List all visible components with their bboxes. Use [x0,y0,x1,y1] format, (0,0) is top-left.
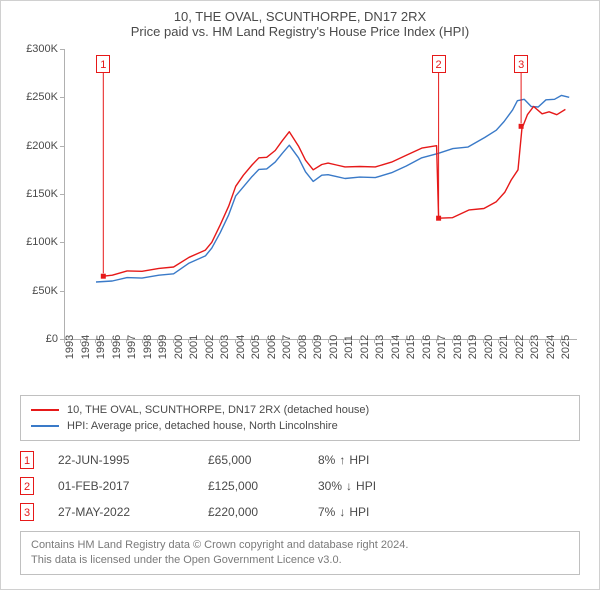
line-series-svg [65,49,577,339]
txn-price: £220,000 [208,505,318,519]
arrow-down-icon: ↓ [339,505,345,519]
footer-attribution: Contains HM Land Registry data © Crown c… [20,531,580,575]
x-tick [514,339,515,343]
txn-pct: 7% [318,505,335,519]
y-axis-label: £100K [18,236,58,248]
legend-item: HPI: Average price, detached house, Nort… [31,418,569,434]
x-tick [545,339,546,343]
legend-swatch [31,409,59,411]
txn-pct: 8% [318,453,335,467]
x-tick [436,339,437,343]
x-tick [359,339,360,343]
y-tick [60,194,64,195]
footer-line: Contains HM Land Registry data © Crown c… [31,538,569,553]
plot-region: 1 2 3 [64,49,577,340]
price-marker-dot [101,274,106,279]
x-tick [390,339,391,343]
x-tick [281,339,282,343]
txn-date: 22-JUN-1995 [58,453,208,467]
transaction-row: 1 22-JUN-1995£65,0008% ↑ HPI [20,447,580,473]
txn-price: £125,000 [208,479,318,493]
x-tick [142,339,143,343]
legend-box: 10, THE OVAL, SCUNTHORPE, DN17 2RX (deta… [20,395,580,441]
legend-label: HPI: Average price, detached house, Nort… [67,420,338,432]
chart-frame: 10, THE OVAL, SCUNTHORPE, DN17 2RX Price… [0,0,600,590]
arrow-up-icon: ↑ [339,453,345,467]
x-tick [250,339,251,343]
x-tick [126,339,127,343]
y-tick [60,97,64,98]
x-tick [343,339,344,343]
price-marker-box: 1 [96,55,110,73]
txn-delta: 7% ↓ HPI [318,505,369,519]
x-tick [111,339,112,343]
txn-id-box: 3 [20,503,34,521]
y-axis-label: £250K [18,91,58,103]
x-tick [204,339,205,343]
y-axis-label: £0 [18,333,58,345]
txn-id-box: 1 [20,451,34,469]
footer-line: This data is licensed under the Open Gov… [31,553,569,568]
title-address: 10, THE OVAL, SCUNTHORPE, DN17 2RX [13,9,587,24]
price-marker-box: 2 [432,55,446,73]
x-tick [529,339,530,343]
x-tick [560,339,561,343]
x-tick [235,339,236,343]
x-tick [483,339,484,343]
legend-item: 10, THE OVAL, SCUNTHORPE, DN17 2RX (deta… [31,402,569,418]
x-tick [328,339,329,343]
x-tick [312,339,313,343]
x-tick [173,339,174,343]
y-axis-label: £300K [18,43,58,55]
y-tick [60,49,64,50]
transaction-row: 2 01-FEB-2017£125,00030% ↓ HPI [20,473,580,499]
transaction-row: 3 27-MAY-2022£220,0007% ↓ HPI [20,499,580,525]
x-tick [188,339,189,343]
price-marker-box: 3 [514,55,528,73]
txn-vs: HPI [349,453,369,467]
series-line-hpi [96,95,569,282]
x-tick [64,339,65,343]
txn-delta: 30% ↓ HPI [318,479,376,493]
x-tick [95,339,96,343]
y-axis-label: £150K [18,188,58,200]
title-subtitle: Price paid vs. HM Land Registry's House … [13,24,587,39]
x-tick [498,339,499,343]
x-tick [157,339,158,343]
x-tick [219,339,220,343]
transaction-table: 1 22-JUN-1995£65,0008% ↑ HPI 2 01-FEB-2017£12… [20,447,580,525]
x-tick [467,339,468,343]
txn-vs: HPI [349,505,369,519]
txn-id-box: 2 [20,477,34,495]
x-tick [297,339,298,343]
price-marker-dot [519,124,524,129]
txn-date: 27-MAY-2022 [58,505,208,519]
x-tick [266,339,267,343]
arrow-down-icon: ↓ [346,479,352,493]
y-tick [60,291,64,292]
txn-price: £65,000 [208,453,318,467]
legend-label: 10, THE OVAL, SCUNTHORPE, DN17 2RX (deta… [67,404,369,416]
y-tick [60,242,64,243]
x-tick [421,339,422,343]
chart-area: 123 £0£50K£100K£150K£200K£250K£300K19931… [20,45,580,387]
x-tick [80,339,81,343]
txn-pct: 30% [318,479,342,493]
x-tick [405,339,406,343]
x-tick [374,339,375,343]
y-axis-label: £50K [18,285,58,297]
txn-date: 01-FEB-2017 [58,479,208,493]
series-line-price_paid [103,107,565,277]
legend-swatch [31,425,59,427]
y-tick [60,146,64,147]
txn-vs: HPI [356,479,376,493]
y-axis-label: £200K [18,140,58,152]
x-axis-label: 2025 [560,335,600,359]
x-tick [452,339,453,343]
txn-delta: 8% ↑ HPI [318,453,369,467]
price-marker-dot [436,216,441,221]
